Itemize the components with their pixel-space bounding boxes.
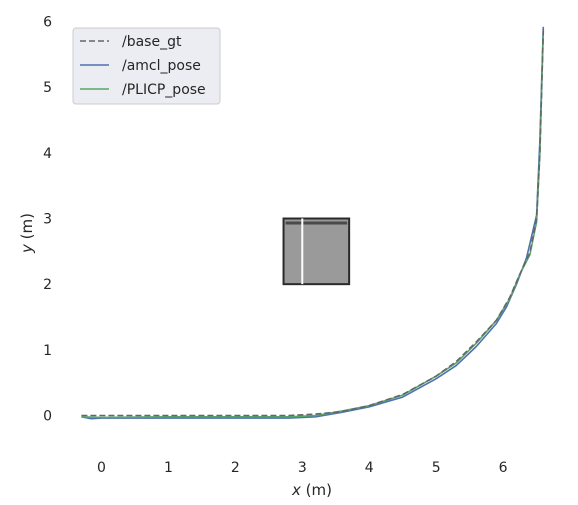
series-line-base-gt: [81, 29, 545, 417]
x-tick-label: 2: [231, 460, 240, 476]
y-tick-label: 3: [43, 212, 52, 228]
legend-box: [72, 27, 221, 105]
x-tick-label: 6: [499, 460, 508, 476]
legend-label-base-gt: /base_gt: [122, 34, 182, 50]
y-axis-unit: (m): [18, 213, 36, 239]
x-tick-label: 3: [298, 460, 307, 476]
legend-label-plicp-pose: /PLICP_pose: [122, 82, 206, 98]
legend-label-amcl-pose: /amcl_pose: [122, 58, 201, 74]
series-layer: [81, 26, 545, 420]
y-tick-label: 1: [43, 343, 52, 359]
x-tick-label: 5: [432, 460, 441, 476]
y-tick-label: 4: [43, 146, 52, 162]
y-tick-labels: 0 1 2 3 4 5 6: [43, 15, 52, 425]
x-tick-label: 1: [164, 460, 173, 476]
y-axis-label: y (m): [18, 213, 36, 254]
x-tick-labels: 0 1 2 3 4 5 6: [97, 460, 508, 476]
x-axis-var: x: [291, 481, 301, 499]
obstacle-box: [282, 217, 351, 286]
y-tick-label: 5: [43, 80, 52, 96]
y-tick-label: 6: [43, 15, 52, 31]
y-tick-label: 2: [43, 277, 52, 293]
y-tick-label: 0: [43, 408, 52, 424]
x-tick-label: 0: [97, 460, 106, 476]
obstacle-top-edge: [285, 221, 348, 225]
y-axis-var: y: [18, 243, 36, 254]
x-axis-unit: (m): [306, 481, 332, 499]
x-axis-label: x (m): [291, 481, 332, 499]
obstacle-layer: [282, 217, 351, 286]
x-tick-label: 4: [365, 460, 374, 476]
legend: /base_gt /amcl_pose /PLICP_pose: [72, 27, 221, 105]
